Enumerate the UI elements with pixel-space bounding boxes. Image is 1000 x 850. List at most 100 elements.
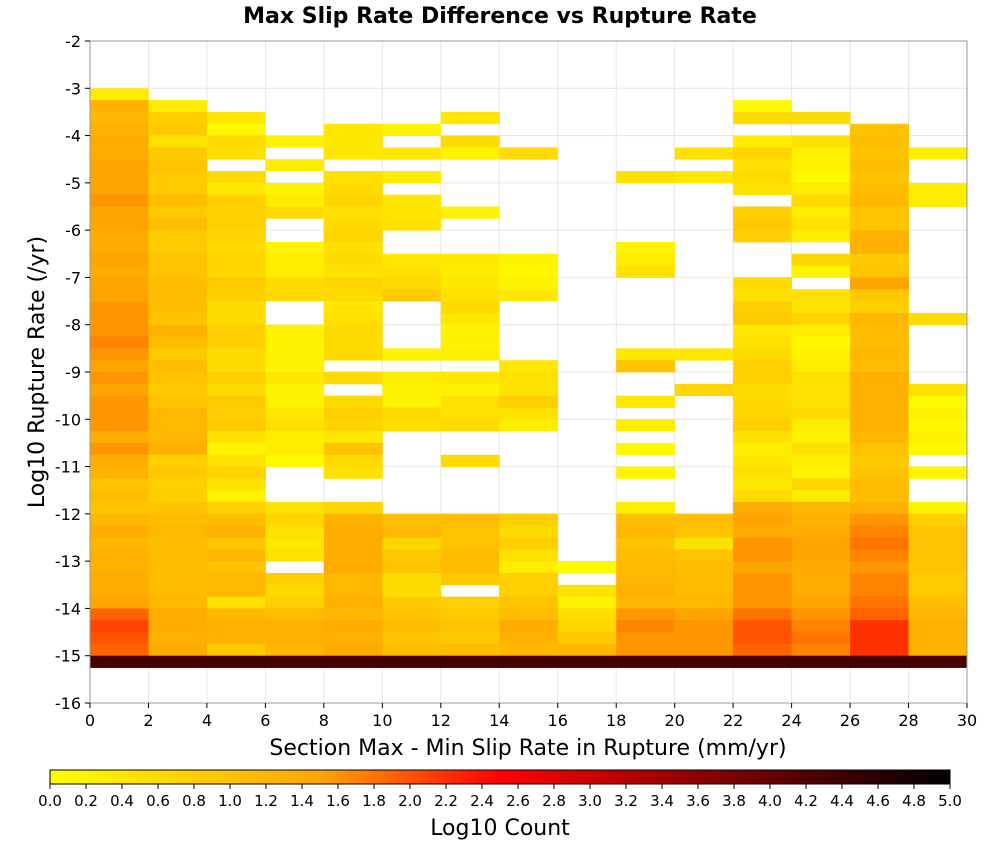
heatmap-cell [323,537,383,550]
heatmap-cell [733,348,792,361]
heatmap-cell [323,466,383,479]
heatmap-cell [265,643,325,657]
x-tick-label: 10 [372,711,392,730]
heatmap-cell [206,490,266,503]
heatmap-cell [850,253,909,267]
heatmap-cell [791,301,851,314]
heatmap-cell [616,360,676,373]
heatmap-cell [791,537,851,550]
x-tick-label: 6 [260,711,270,730]
heatmap-cell [850,171,909,184]
heatmap-cell [616,561,676,574]
colorbar-tick-label: 2.8 [542,792,566,810]
heatmap-cell [499,419,559,432]
heatmap-cell [440,383,500,397]
y-tick-label: -5 [65,174,81,193]
heatmap-cell [733,478,792,491]
heatmap-cell [908,383,968,397]
y-axis-label: Log10 Rupture Rate (/yr) [25,236,50,508]
heatmap-cell [791,478,851,491]
heatmap-cell [733,549,792,562]
heatmap-cell [90,655,149,668]
heatmap-cell [616,171,676,184]
heatmap-cell [382,419,442,432]
heatmap-cell [206,655,266,668]
heatmap-cell [557,643,617,657]
heatmap-cell [499,253,559,267]
heatmap-cell [382,277,442,290]
heatmap-cell [90,111,149,125]
heatmap-cell [265,135,325,148]
heatmap-cell [265,241,325,255]
heatmap-cell [850,241,909,255]
heatmap-cell [791,431,851,444]
y-tick-label: -14 [55,599,81,618]
heatmap-cell [265,324,325,337]
y-tick-label: -13 [55,552,81,571]
heatmap-cell [148,407,208,420]
heatmap-cell [148,206,208,219]
heatmap-cell [908,502,968,515]
heatmap-cell [499,572,559,586]
heatmap-cell [323,265,383,278]
heatmap-cell [206,584,266,598]
heatmap-cell [733,466,792,479]
heatmap-cell [908,608,968,621]
heatmap-cell [440,348,500,361]
heatmap-cell [440,655,500,668]
heatmap-cell [908,572,968,586]
heatmap-cell [850,123,909,136]
heatmap-cell [90,241,149,255]
heatmap-cell [90,490,149,503]
heatmap-cell [850,230,909,243]
heatmap-cell [791,561,851,574]
heatmap-cell [733,502,792,515]
heatmap-cell [90,135,149,148]
heatmap-cell [265,253,325,267]
heatmap-cell [90,419,149,432]
heatmap-cell [90,194,149,207]
heatmap-cell [148,312,208,326]
heatmap-cell [733,383,792,397]
heatmap-cell [90,123,149,136]
colorbar-tick-label: 0.6 [146,792,170,810]
heatmap-cell [90,643,149,657]
heatmap-cell [90,289,149,302]
heatmap-cell [850,277,909,290]
heatmap-cell [148,265,208,278]
heatmap-cell [733,100,792,113]
x-tick-label: 30 [957,711,977,730]
heatmap-cell [90,372,149,385]
heatmap-cell [791,230,851,243]
heatmap-cell [499,584,559,598]
x-tick-label: 20 [664,711,684,730]
heatmap-cell [382,253,442,267]
heatmap-cell [791,643,851,657]
colorbar-tick-label: 1.2 [254,792,278,810]
heatmap-cell [265,395,325,408]
heatmap-cell [265,336,325,349]
heatmap-cell [733,643,792,657]
heatmap-cell [850,395,909,408]
heatmap-cell [791,383,851,397]
heatmap-cell [499,643,559,657]
heatmap-cell [616,265,676,278]
heatmap-cell [850,147,909,160]
heatmap-cell [90,537,149,550]
heatmap-cell [323,123,383,136]
heatmap-cell [616,608,676,621]
heatmap-cell [850,596,909,609]
heatmap-cell [850,442,909,456]
heatmap-cell [265,572,325,586]
heatmap-cell [148,655,208,668]
y-tick-label: -15 [55,647,81,666]
colorbar-tick-label: 2.6 [506,792,530,810]
heatmap-cell [616,466,676,479]
heatmap-cell [90,561,149,574]
heatmap-cell [265,620,325,633]
heatmap-cell [733,431,792,444]
y-tick-label: -12 [55,505,81,524]
y-tick-label: -4 [65,127,81,146]
heatmap-cell [557,596,617,609]
